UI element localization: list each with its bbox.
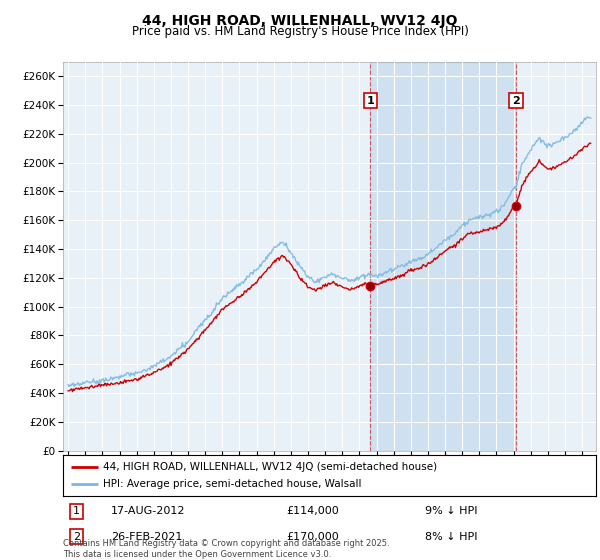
Text: Price paid vs. HM Land Registry's House Price Index (HPI): Price paid vs. HM Land Registry's House … [131, 25, 469, 38]
Bar [370, 62, 516, 451]
Text: 2: 2 [512, 96, 520, 105]
Text: 2: 2 [73, 531, 80, 542]
Text: £170,000: £170,000 [287, 531, 340, 542]
Text: 44, HIGH ROAD, WILLENHALL, WV12 4JQ: 44, HIGH ROAD, WILLENHALL, WV12 4JQ [142, 14, 458, 28]
Text: 9% ↓ HPI: 9% ↓ HPI [425, 506, 478, 516]
Text: Contains HM Land Registry data © Crown copyright and database right 2025.
This d: Contains HM Land Registry data © Crown c… [63, 539, 389, 559]
Text: 17-AUG-2012: 17-AUG-2012 [111, 506, 185, 516]
Text: 44, HIGH ROAD, WILLENHALL, WV12 4JQ (semi-detached house): 44, HIGH ROAD, WILLENHALL, WV12 4JQ (sem… [103, 461, 437, 472]
Text: 1: 1 [73, 506, 80, 516]
Text: 1: 1 [366, 96, 374, 105]
Text: £114,000: £114,000 [287, 506, 340, 516]
Text: 26-FEB-2021: 26-FEB-2021 [111, 531, 182, 542]
Text: 8% ↓ HPI: 8% ↓ HPI [425, 531, 478, 542]
Text: HPI: Average price, semi-detached house, Walsall: HPI: Average price, semi-detached house,… [103, 479, 361, 489]
